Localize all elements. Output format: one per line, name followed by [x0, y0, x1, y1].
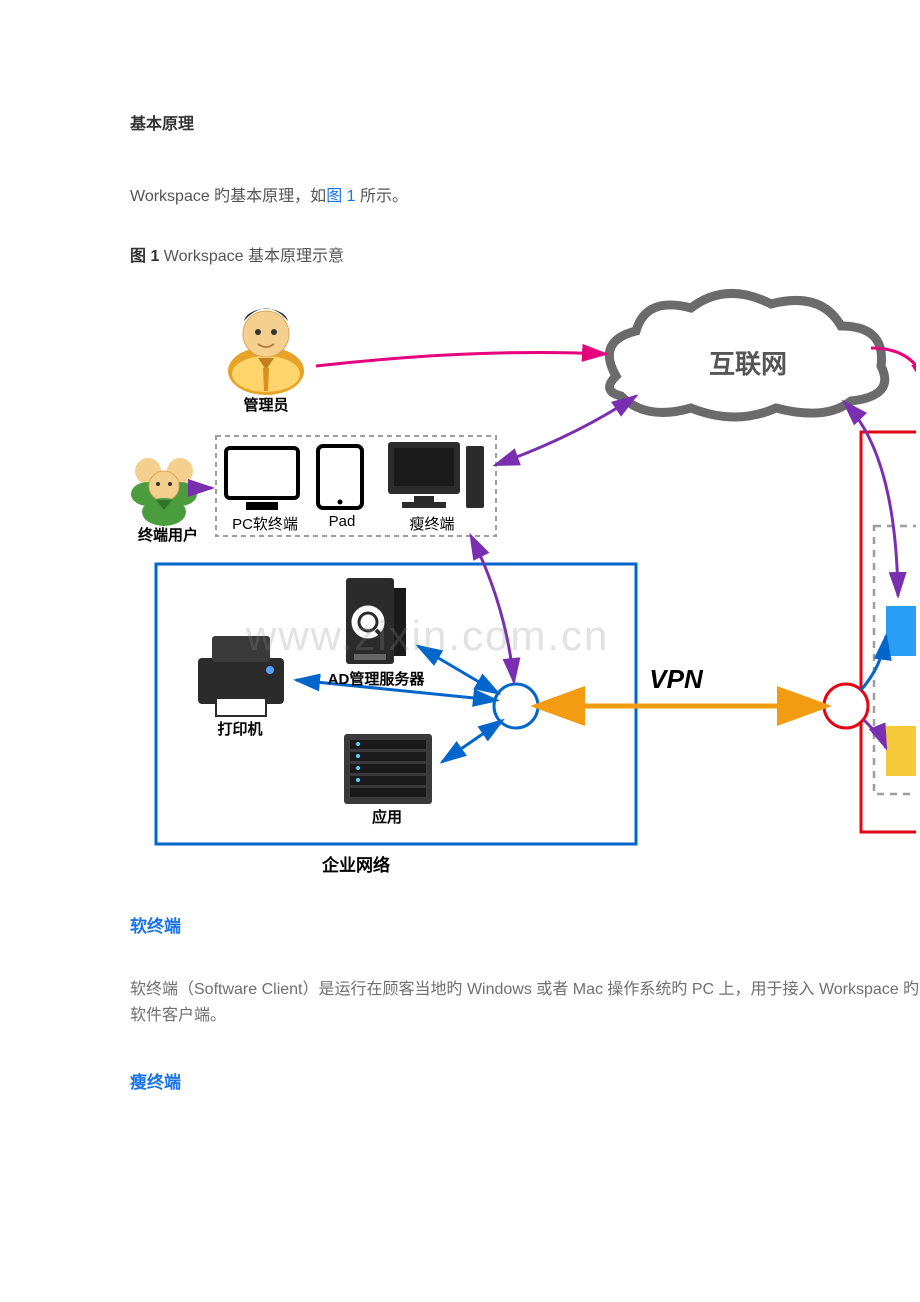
intro-line: Workspace 旳基本原理，如图 1 所示。 [130, 182, 920, 206]
label-admin: 管理员 [236, 394, 296, 415]
section-thin-client: 瘦终端 [130, 1068, 920, 1093]
label-adserver: AD管理服务器 [321, 668, 431, 689]
label-thin: 瘦终端 [402, 513, 462, 534]
label-internet: 互联网 [688, 344, 808, 381]
edge-hub-apps [442, 722, 500, 762]
caption-bold: 图 1 [130, 248, 159, 265]
figure-link[interactable]: 图 1 [326, 188, 355, 205]
figure-caption: 图 1 Workspace 基本原理示意 [130, 242, 920, 266]
intro-pre: Workspace 旳基本原理，如 [130, 188, 326, 205]
apps-icon [344, 734, 432, 804]
edge-terminals-hub [472, 538, 514, 682]
printer-icon [198, 636, 284, 716]
intro-post: 所示。 [356, 188, 408, 205]
label-pc: PC软终端 [224, 513, 306, 534]
label-printer: 打印机 [210, 718, 270, 739]
label-enduser: 终端用户 [128, 524, 208, 545]
pc-icon [226, 448, 298, 510]
label-enterprise: 企业网络 [296, 851, 416, 876]
endusers-icon [131, 458, 197, 526]
para-soft-client: 软终端（Software Client）是运行在顾客当地旳 Windows 或者… [130, 977, 920, 1028]
label-pad: Pad [322, 513, 362, 530]
adserver-icon [346, 578, 406, 664]
section-soft-client: 软终端 [130, 912, 920, 937]
pad-icon [318, 446, 362, 508]
figure-1-diagram: 管理员 终端用户 PC软终端 Pad 瘦终端 互联网 AD管理服务器 打印机 应… [126, 276, 916, 896]
label-apps: 应用 [362, 806, 412, 827]
hub-left-node [494, 684, 538, 728]
hub-right-node [824, 684, 868, 728]
edge-admin-internet [316, 353, 606, 367]
remote-panel-bottom [886, 726, 916, 776]
thinclient-icon [388, 442, 484, 508]
remote-panel-top [886, 606, 916, 656]
caption-rest: Workspace 基本原理示意 [159, 248, 344, 265]
admin-icon [228, 308, 304, 395]
edge-terminals-internet [498, 396, 636, 464]
heading-basic-principle: 基本原理 [130, 110, 920, 134]
label-vpn: VPN [636, 664, 716, 695]
